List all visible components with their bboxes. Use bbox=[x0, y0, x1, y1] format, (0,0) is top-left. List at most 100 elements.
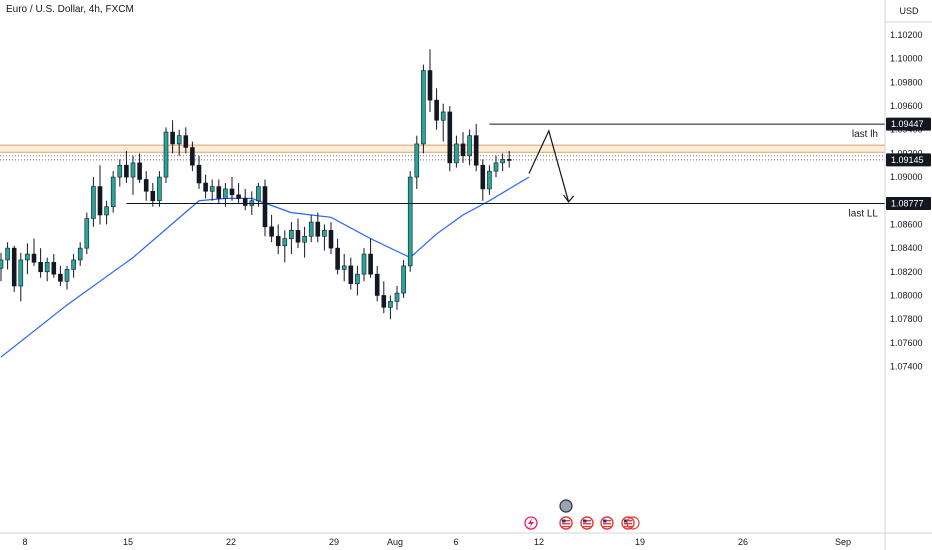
y-tick-label: 1.07800 bbox=[890, 314, 923, 324]
candle-body bbox=[269, 226, 274, 237]
projection-path bbox=[528, 129, 570, 203]
candle-body bbox=[110, 176, 116, 207]
candle-body bbox=[381, 295, 387, 308]
candle-body bbox=[289, 230, 294, 239]
candle-body bbox=[487, 170, 492, 190]
candle-body bbox=[130, 162, 136, 178]
candle-body bbox=[209, 186, 215, 192]
candle-body bbox=[170, 131, 175, 145]
candle-body bbox=[157, 176, 162, 202]
x-tick-label: Aug bbox=[387, 537, 403, 547]
flag-stripe bbox=[562, 520, 570, 522]
flag-canton bbox=[583, 519, 587, 523]
candle-body bbox=[11, 247, 17, 287]
price-tag-bg bbox=[886, 153, 931, 167]
candle-body bbox=[38, 262, 43, 273]
candle-body bbox=[242, 198, 248, 206]
candle-body bbox=[124, 164, 129, 178]
economic-events bbox=[524, 499, 640, 530]
candle-body bbox=[341, 265, 347, 270]
candle-body bbox=[163, 131, 169, 178]
candle-body bbox=[407, 176, 413, 267]
candle-body bbox=[401, 265, 406, 294]
candle-body bbox=[236, 194, 241, 199]
candle-body bbox=[348, 265, 354, 284]
candle-body bbox=[25, 253, 30, 261]
resistance-zone bbox=[0, 144, 885, 161]
y-tick-label: 1.10200 bbox=[890, 30, 923, 40]
candle-body bbox=[0, 259, 4, 269]
candle-body bbox=[394, 292, 400, 302]
candle-body bbox=[256, 186, 261, 202]
x-tick-label: 29 bbox=[329, 537, 339, 547]
candle-body bbox=[64, 269, 70, 282]
candle-body bbox=[480, 164, 486, 190]
candle-body bbox=[361, 253, 367, 275]
flag-stripe bbox=[583, 526, 591, 528]
candle-body bbox=[434, 99, 439, 121]
candle-body bbox=[5, 247, 10, 261]
candle-body bbox=[322, 230, 327, 237]
candle-body bbox=[275, 235, 281, 247]
candle-body bbox=[328, 230, 334, 249]
candle-body bbox=[355, 273, 360, 284]
candle-body bbox=[500, 159, 505, 164]
candle-body bbox=[183, 135, 189, 148]
candle-body bbox=[77, 247, 83, 261]
x-tick-label: 19 bbox=[635, 537, 645, 547]
price-tag-label: 1.09447 bbox=[891, 119, 924, 129]
candle-body bbox=[117, 164, 123, 178]
candle-body bbox=[137, 162, 142, 180]
y-tick-label: 1.10000 bbox=[890, 54, 923, 64]
y-tick-label: 1.07400 bbox=[890, 362, 923, 372]
candle-body bbox=[295, 230, 301, 243]
price-tags: 1.09447 1.09145 1.08777 bbox=[886, 117, 931, 210]
candle-body bbox=[447, 111, 453, 164]
lightning-glyph bbox=[528, 518, 534, 528]
candle-body bbox=[302, 235, 307, 243]
x-tick-label: 6 bbox=[453, 537, 458, 547]
symbol-title: Euro / U.S. Dollar, 4h, FXCM bbox=[6, 4, 134, 15]
price-tag-label: 1.08777 bbox=[891, 198, 924, 208]
flag-stripe bbox=[583, 523, 591, 525]
candle-body bbox=[262, 186, 268, 228]
ma-line bbox=[0, 176, 530, 358]
price-tag-label: 1.09145 bbox=[891, 155, 924, 165]
flag-stripe bbox=[603, 520, 611, 522]
x-tick-label: 22 bbox=[226, 537, 236, 547]
x-tick-label: 26 bbox=[738, 537, 748, 547]
x-tick-label: Sep bbox=[835, 537, 851, 547]
event-icon bbox=[559, 499, 573, 513]
zone-fill bbox=[0, 145, 885, 153]
candle-body bbox=[143, 179, 149, 192]
y-tick-label: 1.08600 bbox=[890, 219, 923, 229]
y-tick-label: 1.09800 bbox=[890, 77, 923, 87]
candle-body bbox=[414, 143, 420, 178]
flag-canton bbox=[603, 519, 607, 523]
arrow-head bbox=[563, 194, 575, 203]
candle-body bbox=[473, 135, 479, 166]
flag-canton bbox=[624, 519, 628, 523]
y-tick-label: 1.09600 bbox=[890, 101, 923, 111]
last-lh-label: last lh bbox=[852, 129, 878, 140]
candlesticks bbox=[0, 49, 512, 320]
candle-body bbox=[216, 186, 222, 199]
candle-body bbox=[176, 135, 182, 145]
candle-body bbox=[91, 186, 96, 219]
y-tick-label: 1.08400 bbox=[890, 243, 923, 253]
price-tag-bg bbox=[886, 196, 931, 210]
y-tick-label: 1.08200 bbox=[890, 267, 923, 277]
flag-stripe bbox=[624, 523, 632, 525]
candle-body bbox=[203, 182, 208, 192]
moving-average-line bbox=[0, 176, 530, 358]
candle-body bbox=[388, 301, 393, 308]
projection-arrow bbox=[528, 129, 575, 203]
flag-stripe bbox=[562, 526, 570, 528]
candle-body bbox=[84, 218, 90, 249]
candle-body bbox=[51, 262, 57, 275]
candle-body bbox=[190, 147, 195, 166]
currency-button[interactable]: USD bbox=[899, 6, 919, 16]
flag-stripe bbox=[562, 523, 570, 525]
